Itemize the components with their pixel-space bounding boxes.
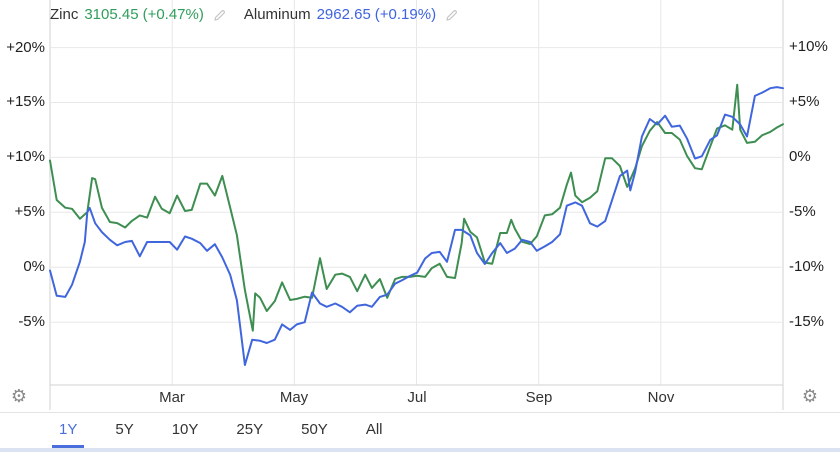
right-axis-tick-label: 0% — [789, 148, 811, 165]
aluminum-line[interactable] — [49, 86, 784, 366]
chart-plot-area[interactable] — [0, 0, 840, 412]
right-axis-tick-label: +5% — [789, 93, 820, 110]
x-axis-tick-label: Jul — [407, 389, 427, 406]
tab-25y[interactable]: 25Y — [236, 420, 264, 438]
left-axis-tick-label: -5% — [18, 313, 45, 330]
series-change-aluminum: (+0.19%) — [374, 6, 437, 23]
left-axis-tick-label: +20% — [6, 39, 45, 56]
left-axis-tick-label: 0% — [23, 258, 45, 275]
tab-10y[interactable]: 10Y — [171, 420, 199, 438]
x-axis-tick-label: Mar — [159, 389, 185, 406]
x-axis-tick-label: Nov — [647, 389, 675, 406]
right-axis-tick-label: -15% — [789, 313, 825, 330]
tab-1y[interactable]: 1Y — [52, 413, 85, 448]
left-axis-labels: +20% +15% +10% +5% 0% -5% — [0, 0, 45, 412]
time-range-tab-bar: 1Y 5Y 10Y 25Y 50Y All — [0, 412, 840, 448]
series-name-zinc: Zinc — [50, 6, 79, 23]
x-axis-tick-label: May — [279, 389, 309, 406]
settings-gear-icon-right[interactable]: ⚙ — [801, 386, 819, 406]
x-axis-labels: Mar May Jul Sep Nov — [0, 389, 840, 406]
chart-legend: Zinc 3105.45 (+0.47%) Aluminum 2962.65 (… — [50, 6, 476, 23]
zinc-line[interactable] — [49, 83, 784, 332]
tab-all[interactable]: All — [365, 420, 383, 438]
x-axis-tick-label: Sep — [525, 389, 553, 406]
series-value-aluminum: 2962.65 — [316, 6, 371, 23]
edit-pencil-icon[interactable] — [213, 8, 227, 22]
left-axis-tick-label: +10% — [6, 148, 45, 165]
series-value-zinc: 3105.45 — [84, 6, 139, 23]
series-name-aluminum: Aluminum — [243, 6, 311, 23]
edit-pencil-icon[interactable] — [445, 8, 459, 22]
legend-item-zinc: Zinc 3105.45 (+0.47%) — [50, 6, 227, 23]
tab-5y[interactable]: 5Y — [115, 420, 134, 438]
left-axis-tick-label: +5% — [14, 203, 45, 220]
series-change-zinc: (+0.47%) — [142, 6, 204, 23]
right-axis-labels: +10% +5% 0% -5% -10% -15% — [789, 0, 839, 412]
right-axis-tick-label: -10% — [789, 258, 825, 275]
right-axis-tick-label: +10% — [789, 38, 828, 55]
bottom-scroll-strip — [0, 448, 840, 452]
settings-gear-icon-left[interactable]: ⚙ — [10, 386, 28, 406]
legend-item-aluminum: Aluminum 2962.65 (+0.19%) — [244, 6, 459, 23]
tab-50y[interactable]: 50Y — [301, 420, 328, 438]
right-axis-tick-label: -5% — [789, 203, 816, 220]
left-axis-tick-label: +15% — [6, 93, 45, 110]
